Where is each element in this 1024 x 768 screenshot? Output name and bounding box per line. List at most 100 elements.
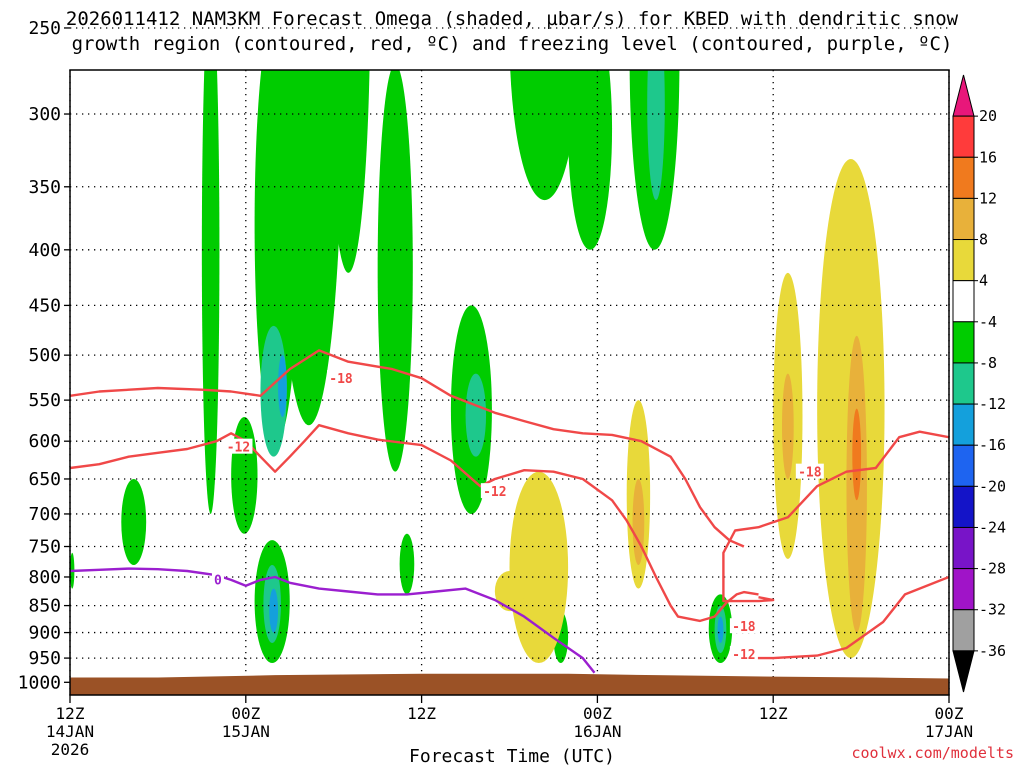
- omega-shade-cell-3: [275, 70, 343, 426]
- chart-title-line-2: growth region (contoured, red, ºC) and f…: [71, 33, 953, 55]
- colorbar-box-6: [952, 321, 975, 364]
- colorbar-label-6: -8: [979, 354, 997, 372]
- colorbar-label-12: -32: [979, 601, 1006, 619]
- omega-shade-cell-29: [632, 478, 645, 566]
- colorbar-box-10: [952, 485, 975, 528]
- omega-shade-cell-16: [260, 325, 287, 457]
- x-tick-label-h0-0: 12Z: [56, 704, 85, 723]
- colorbar-label-5: -4: [979, 313, 997, 331]
- colorbar-label-7: -12: [979, 395, 1006, 413]
- contour-label-bg-6: [211, 571, 224, 587]
- y-tick-label-1000: 1000: [18, 672, 61, 693]
- contour-label-layer: -18 -12 -12 -18 -18 -12 0: [211, 370, 824, 663]
- x-tick-label-h0-2: 2026: [51, 740, 90, 759]
- axis-layer: 250 300 350 400 450 500 550 600 650 700 750 800 850 9…: [18, 18, 973, 759]
- dendritic-contour-3: [743, 575, 949, 660]
- contour-label-bg-3: [795, 463, 824, 479]
- x-tick-label-h60-0: 00Z: [935, 704, 964, 723]
- contour-label-0: -18: [329, 372, 353, 387]
- omega-shade-cell-21: [278, 355, 287, 417]
- terrain-ground: [70, 673, 949, 695]
- colorbar-box-8: [952, 403, 975, 446]
- contour-label-bg-4: [729, 618, 758, 634]
- colorbar-label-13: -36: [979, 642, 1006, 660]
- freezing-level-contour-4: [70, 567, 596, 674]
- x-tick-label-h48-0: 12Z: [759, 704, 788, 723]
- colorbar-box-7: [952, 362, 975, 405]
- contour-label-6: 0: [214, 573, 222, 588]
- colorbar-top-triangle: [952, 74, 975, 117]
- contour-label-4: -18: [732, 620, 756, 635]
- y-tick-label-850: 850: [28, 596, 61, 617]
- dendritic-contour-2: [722, 430, 949, 603]
- omega-shade-cell-10: [121, 478, 147, 566]
- omega-shade-cell-30: [781, 373, 794, 479]
- y-tick-label-650: 650: [28, 469, 61, 490]
- chart-title-line-1: 2026011412 NAM3KM Forecast Omega (shaded…: [65, 8, 959, 30]
- colorbar-box-12: [952, 568, 975, 611]
- colorbar-box-11: [952, 526, 975, 570]
- omega-shade-cell-24: [509, 471, 569, 664]
- omega-shade-cell-8: [568, 70, 613, 250]
- y-tick-label-500: 500: [28, 345, 61, 366]
- colorbar-box-13: [952, 609, 975, 652]
- contour-label-bg-5: [729, 646, 758, 662]
- omega-shade-cell-4: [327, 70, 370, 273]
- colorbar-label-9: -20: [979, 477, 1006, 495]
- x-tick-label-h36-0: 00Z: [583, 704, 612, 723]
- colorbar-label-11: -28: [979, 560, 1006, 578]
- y-tick-label-300: 300: [28, 104, 61, 125]
- y-tick-label-400: 400: [28, 240, 61, 261]
- x-tick-label-h12-0: 00Z: [231, 704, 260, 723]
- omega-shade-cell-23: [717, 616, 724, 643]
- x-tick-label-h60-1: 17JAN: [925, 722, 973, 741]
- colorbar-label-1: 16: [979, 148, 997, 166]
- colorbar-label-2: 12: [979, 189, 997, 207]
- contour-label-bg-1: [224, 438, 253, 454]
- omega-shade-cell-32: [852, 408, 862, 501]
- y-tick-label-350: 350: [28, 177, 61, 198]
- colorbar-bottom-triangle: [952, 650, 975, 693]
- contour-label-bg-0: [327, 370, 356, 386]
- contour-label-bg-2: [480, 483, 509, 499]
- colorbar-box-3: [952, 197, 975, 241]
- colorbar-box-9: [952, 444, 975, 487]
- y-tick-label-800: 800: [28, 567, 61, 588]
- contour-label-3: -18: [798, 466, 822, 481]
- omega-shade-cell-28: [494, 571, 525, 612]
- omega-shading-layer: [70, 70, 885, 664]
- y-tick-label-600: 600: [28, 431, 61, 452]
- contour-label-2: -12: [483, 485, 506, 500]
- x-tick-label-h0-1: 14JAN: [46, 722, 94, 741]
- plot-frame: [69, 69, 950, 696]
- dendritic-contour-0: [70, 349, 745, 548]
- colorbar-box-1: [952, 115, 975, 158]
- x-tick-label-h12-1: 15JAN: [222, 722, 270, 741]
- x-axis-label: Forecast Time (UTC): [409, 746, 615, 767]
- colorbar-box-5: [952, 280, 975, 323]
- omega-shade-cell-12: [399, 533, 415, 595]
- omega-shade-cell-0: [201, 70, 220, 514]
- x-tick-label-h24-0: 12Z: [407, 704, 436, 723]
- y-tick-label-750: 750: [28, 537, 61, 558]
- colorbar: 20 16 12 8 4 -4 -8 -12 -16 -20 -24 -28 -32 -36: [952, 74, 1006, 693]
- y-tick-label-700: 700: [28, 504, 61, 525]
- omega-shade-cell-22: [269, 588, 279, 633]
- colorbar-label-0: 20: [979, 107, 997, 125]
- omega-shade-cell-5: [377, 70, 413, 472]
- colorbar-box-2: [952, 156, 975, 199]
- omega-shade-cell-17: [465, 373, 487, 457]
- omega-shade-cell-7: [510, 70, 580, 201]
- colorbar-label-3: 8: [979, 231, 988, 249]
- omega-shade-cell-18: [647, 70, 665, 201]
- colorbar-label-8: -16: [979, 436, 1006, 454]
- colorbar-label-10: -24: [979, 518, 1006, 536]
- dendritic-contour-1: [70, 424, 759, 623]
- y-tick-label-900: 900: [28, 623, 61, 644]
- y-tick-label-550: 550: [28, 390, 61, 411]
- ground-layer: [70, 673, 949, 695]
- x-tick-label-h36-1: 16JAN: [573, 722, 621, 741]
- contour-label-5: -12: [732, 648, 755, 663]
- colorbar-label-4: 4: [979, 272, 988, 290]
